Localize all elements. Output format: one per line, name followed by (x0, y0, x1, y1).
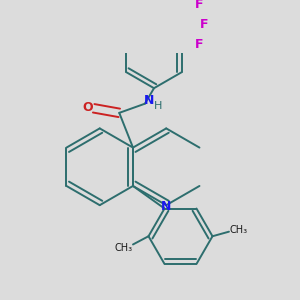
Text: F: F (200, 18, 208, 31)
Text: CH₃: CH₃ (115, 243, 133, 253)
Text: O: O (82, 101, 93, 114)
Text: F: F (194, 0, 203, 11)
Text: F: F (194, 38, 203, 51)
Text: H: H (154, 100, 162, 110)
Text: N: N (161, 200, 171, 214)
Text: CH₃: CH₃ (229, 225, 247, 235)
Text: N: N (144, 94, 154, 106)
